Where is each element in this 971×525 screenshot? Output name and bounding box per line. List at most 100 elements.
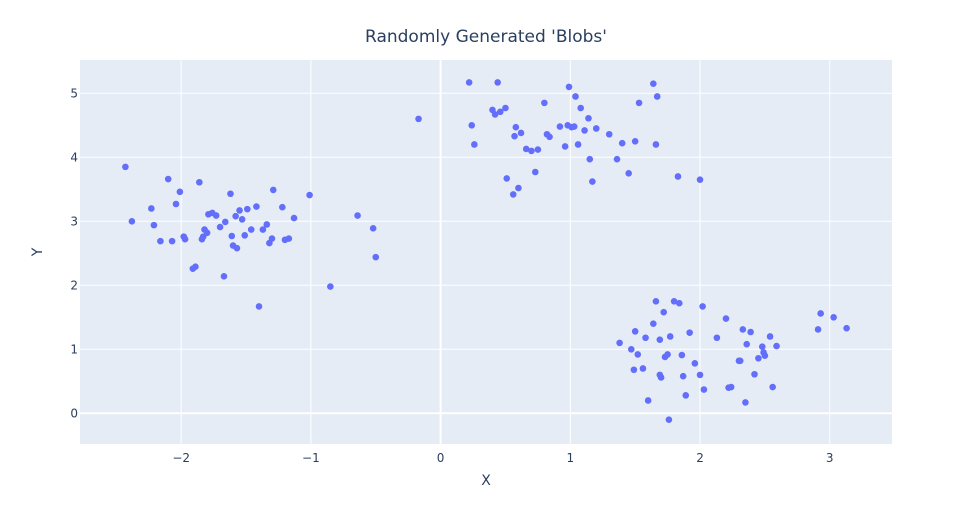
- data-point: [372, 254, 379, 261]
- data-point: [571, 123, 578, 130]
- data-point: [676, 300, 683, 307]
- data-point: [755, 355, 762, 362]
- data-point: [177, 189, 184, 196]
- data-point: [513, 124, 520, 131]
- data-point: [593, 125, 600, 132]
- data-point: [747, 329, 754, 336]
- data-point: [654, 93, 661, 100]
- data-point: [466, 79, 473, 86]
- data-point: [122, 164, 129, 171]
- data-point: [817, 310, 824, 317]
- data-point: [628, 346, 635, 353]
- y-tick-label: 4: [70, 150, 78, 164]
- data-point: [699, 303, 706, 310]
- x-tick-label: −2: [172, 451, 190, 465]
- data-point: [606, 131, 613, 138]
- data-point: [173, 201, 180, 208]
- data-point: [241, 232, 248, 239]
- data-point: [244, 206, 251, 213]
- data-point: [697, 372, 704, 379]
- data-point: [228, 233, 235, 240]
- y-tick-label: 5: [70, 86, 78, 100]
- data-point: [221, 273, 228, 280]
- data-point: [636, 100, 643, 107]
- data-point: [269, 235, 276, 242]
- data-point: [759, 343, 766, 350]
- data-point: [239, 216, 246, 223]
- data-point: [562, 143, 569, 150]
- data-point: [666, 416, 673, 423]
- data-point: [815, 326, 822, 333]
- data-point: [751, 371, 758, 378]
- data-point: [773, 343, 780, 350]
- data-point: [532, 169, 539, 176]
- data-point: [614, 156, 621, 163]
- data-point: [566, 84, 573, 91]
- data-point: [632, 138, 639, 145]
- data-point: [650, 320, 657, 327]
- data-point: [769, 384, 776, 391]
- data-point: [653, 298, 660, 305]
- data-point: [270, 187, 277, 194]
- data-point: [714, 334, 721, 341]
- data-point: [165, 176, 172, 183]
- data-point: [658, 374, 665, 381]
- data-point: [248, 226, 255, 233]
- data-point: [762, 352, 769, 359]
- data-point: [830, 314, 837, 321]
- data-point: [256, 303, 263, 310]
- data-point: [728, 384, 735, 391]
- data-point: [196, 179, 203, 186]
- data-point: [767, 333, 774, 340]
- data-point: [129, 218, 136, 225]
- data-point: [471, 141, 478, 148]
- data-point: [723, 315, 730, 322]
- data-point: [511, 133, 518, 140]
- data-point: [843, 325, 850, 332]
- y-tick-label: 3: [70, 214, 78, 228]
- data-point: [263, 221, 270, 228]
- data-point: [157, 238, 164, 245]
- data-point: [675, 173, 682, 180]
- data-point: [642, 334, 649, 341]
- data-point: [327, 283, 334, 290]
- data-point: [572, 93, 579, 100]
- data-point: [182, 236, 189, 243]
- data-point: [236, 207, 243, 214]
- data-point: [306, 192, 313, 199]
- data-point: [686, 329, 693, 336]
- data-point: [232, 213, 239, 220]
- data-point: [541, 100, 548, 107]
- data-point: [169, 238, 176, 245]
- data-point: [546, 134, 553, 141]
- data-point: [494, 79, 501, 86]
- data-point: [510, 191, 517, 198]
- data-point: [664, 351, 671, 358]
- x-axis-title: X: [481, 473, 491, 489]
- chart-title: Randomly Generated 'Blobs': [365, 27, 607, 47]
- data-point: [660, 309, 667, 316]
- data-point: [667, 333, 674, 340]
- data-point: [653, 141, 660, 148]
- y-tick-label: 2: [70, 278, 78, 292]
- data-point: [737, 358, 744, 365]
- y-tick-label: 1: [70, 342, 78, 356]
- data-point: [743, 341, 750, 348]
- data-point: [286, 235, 293, 242]
- data-point: [585, 115, 592, 122]
- x-tick-label: 2: [696, 451, 704, 465]
- data-point: [581, 127, 588, 134]
- data-point: [148, 205, 155, 212]
- data-point: [632, 328, 639, 335]
- data-point: [640, 365, 647, 372]
- data-point: [222, 219, 229, 226]
- data-point: [253, 203, 260, 210]
- data-point: [619, 140, 626, 147]
- data-point: [535, 146, 542, 153]
- data-point: [575, 141, 582, 148]
- x-tick-label: 0: [437, 451, 445, 465]
- data-point: [518, 130, 525, 137]
- data-point: [217, 224, 224, 231]
- data-point: [291, 215, 298, 222]
- data-point: [515, 185, 522, 192]
